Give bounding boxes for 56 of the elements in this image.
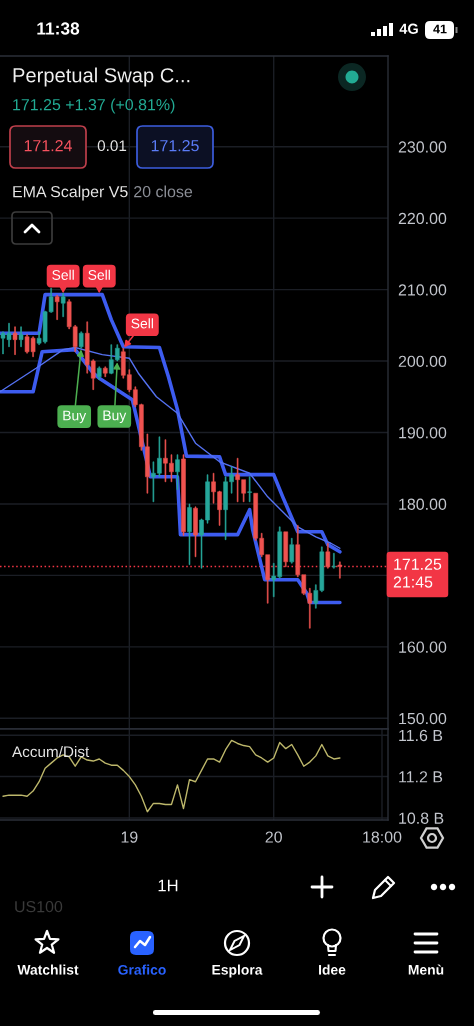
candlestick (247, 476, 252, 503)
text: Grafico (118, 964, 166, 975)
y-tick-label: 230.00 (398, 141, 447, 153)
line-series (2, 739, 341, 813)
x-tick-label: 20 (265, 831, 282, 843)
candlestick (78, 331, 84, 349)
candlestick (289, 537, 295, 564)
text: Menù (408, 964, 444, 975)
text: Accum/Dist (12, 745, 90, 758)
text: Watchlist (17, 964, 79, 975)
annotation: 171.24 (24, 139, 72, 152)
annotation: 171.25 (151, 139, 199, 152)
candlestick (325, 542, 331, 569)
annotation: 20 close (134, 185, 193, 198)
text: Perpetual Swap C... (13, 67, 190, 87)
x-tick-label: 18:00 (363, 831, 402, 843)
text: Esplora (212, 964, 263, 978)
annotation: Buy (63, 410, 87, 424)
annotation: Buy (103, 410, 127, 424)
text: US100 (15, 900, 63, 913)
ref-line-label: 171.25 21:45 (393, 558, 442, 588)
y-tick-label: 220.00 (398, 212, 447, 225)
annotation: EMA Scalper V5 (13, 185, 128, 201)
text: 171.25 +1.37 (+0.81%) (13, 98, 175, 114)
annotation: Sell (52, 269, 74, 280)
candlestick (331, 552, 337, 569)
candlestick (18, 326, 24, 348)
candlestick (60, 292, 66, 318)
annotation: Sell (88, 269, 110, 280)
x-tick-label: 19 (121, 831, 138, 843)
text: 1H (158, 879, 178, 892)
y-tick-label: 190.00 (399, 427, 447, 439)
y-tick-label: 10.8 B (399, 812, 444, 824)
y-tick-label: 11.6 B (399, 729, 443, 742)
text: Idee (319, 964, 346, 975)
candlestick (181, 454, 186, 536)
text: 41 (433, 24, 447, 34)
annotation: Sell (131, 318, 153, 329)
candlestick (103, 366, 108, 378)
text: 4G (399, 23, 418, 34)
annotation: 0.01 (97, 140, 127, 152)
y-tick-label: 11.2 B (399, 771, 443, 783)
candlestick (54, 295, 60, 320)
candlestick (12, 326, 18, 355)
candlestick (187, 503, 192, 565)
y-tick-label: 210.00 (398, 284, 447, 296)
y-tick-label: 200.00 (398, 355, 447, 368)
candlestick (283, 531, 288, 568)
y-tick-label: 180.00 (399, 498, 447, 510)
candlestick (96, 366, 102, 380)
y-tick-label: 150.00 (399, 712, 447, 725)
candlestick (193, 506, 198, 558)
y-tick-label: 160.00 (399, 641, 447, 653)
candlestick (337, 561, 343, 579)
text: 11:38 (37, 22, 80, 35)
candlestick (175, 454, 180, 490)
